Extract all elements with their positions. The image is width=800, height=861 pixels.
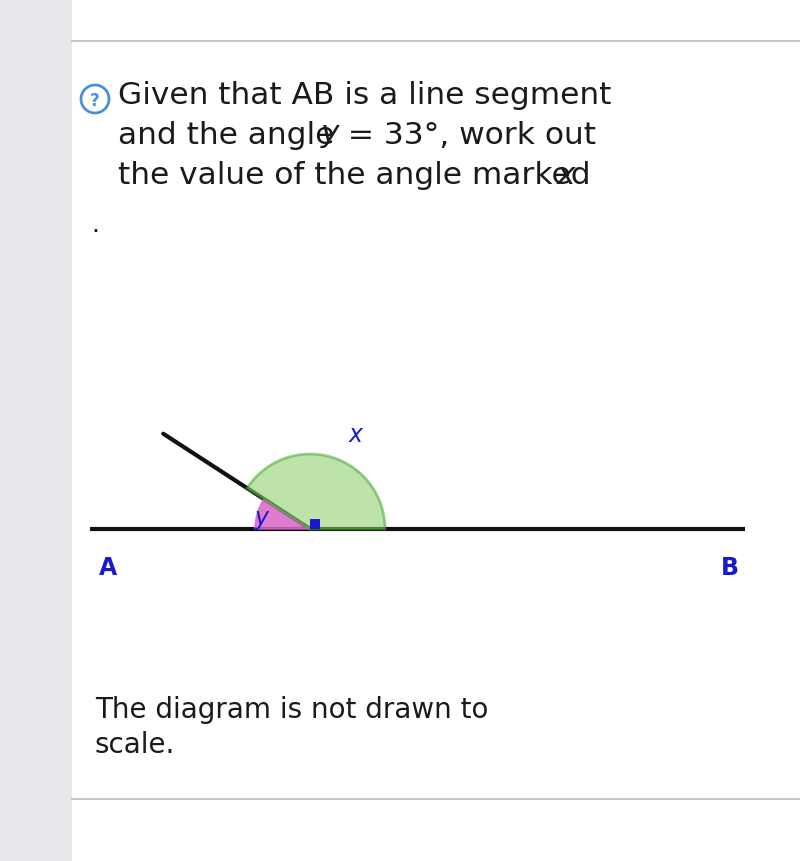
Text: .: . bbox=[91, 213, 99, 237]
Text: Given that AB is a line segment: Given that AB is a line segment bbox=[118, 80, 611, 109]
Text: $x$: $x$ bbox=[556, 160, 578, 189]
Text: B: B bbox=[721, 555, 739, 579]
Text: A: A bbox=[99, 555, 117, 579]
Bar bbox=[0, 0, 72, 861]
Text: the value of the angle marked: the value of the angle marked bbox=[118, 160, 601, 189]
Text: $y$: $y$ bbox=[320, 121, 342, 149]
Wedge shape bbox=[247, 455, 385, 530]
Text: and the angle: and the angle bbox=[118, 121, 344, 149]
Text: = 33°, work out: = 33°, work out bbox=[338, 121, 596, 149]
Text: The diagram is not drawn to: The diagram is not drawn to bbox=[95, 695, 488, 723]
Text: scale.: scale. bbox=[95, 730, 175, 759]
Bar bbox=[310, 519, 320, 530]
Text: ?: ? bbox=[90, 92, 100, 110]
Text: $x$: $x$ bbox=[348, 423, 365, 447]
Text: $y$: $y$ bbox=[254, 507, 271, 531]
Wedge shape bbox=[255, 499, 310, 530]
